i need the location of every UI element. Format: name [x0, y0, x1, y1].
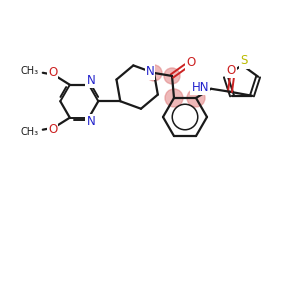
Text: O: O [48, 123, 57, 136]
Text: O: O [48, 66, 57, 79]
Text: N: N [86, 115, 95, 128]
Circle shape [164, 68, 180, 84]
Circle shape [187, 89, 205, 107]
Circle shape [146, 65, 162, 81]
Text: CH₃: CH₃ [21, 127, 39, 137]
Text: N: N [86, 74, 95, 87]
Text: S: S [240, 55, 248, 68]
Text: N: N [146, 65, 154, 78]
Circle shape [165, 89, 183, 107]
Text: O: O [186, 56, 196, 69]
Text: O: O [226, 64, 236, 77]
Text: CH₃: CH₃ [21, 66, 39, 76]
Text: HN: HN [191, 81, 209, 94]
